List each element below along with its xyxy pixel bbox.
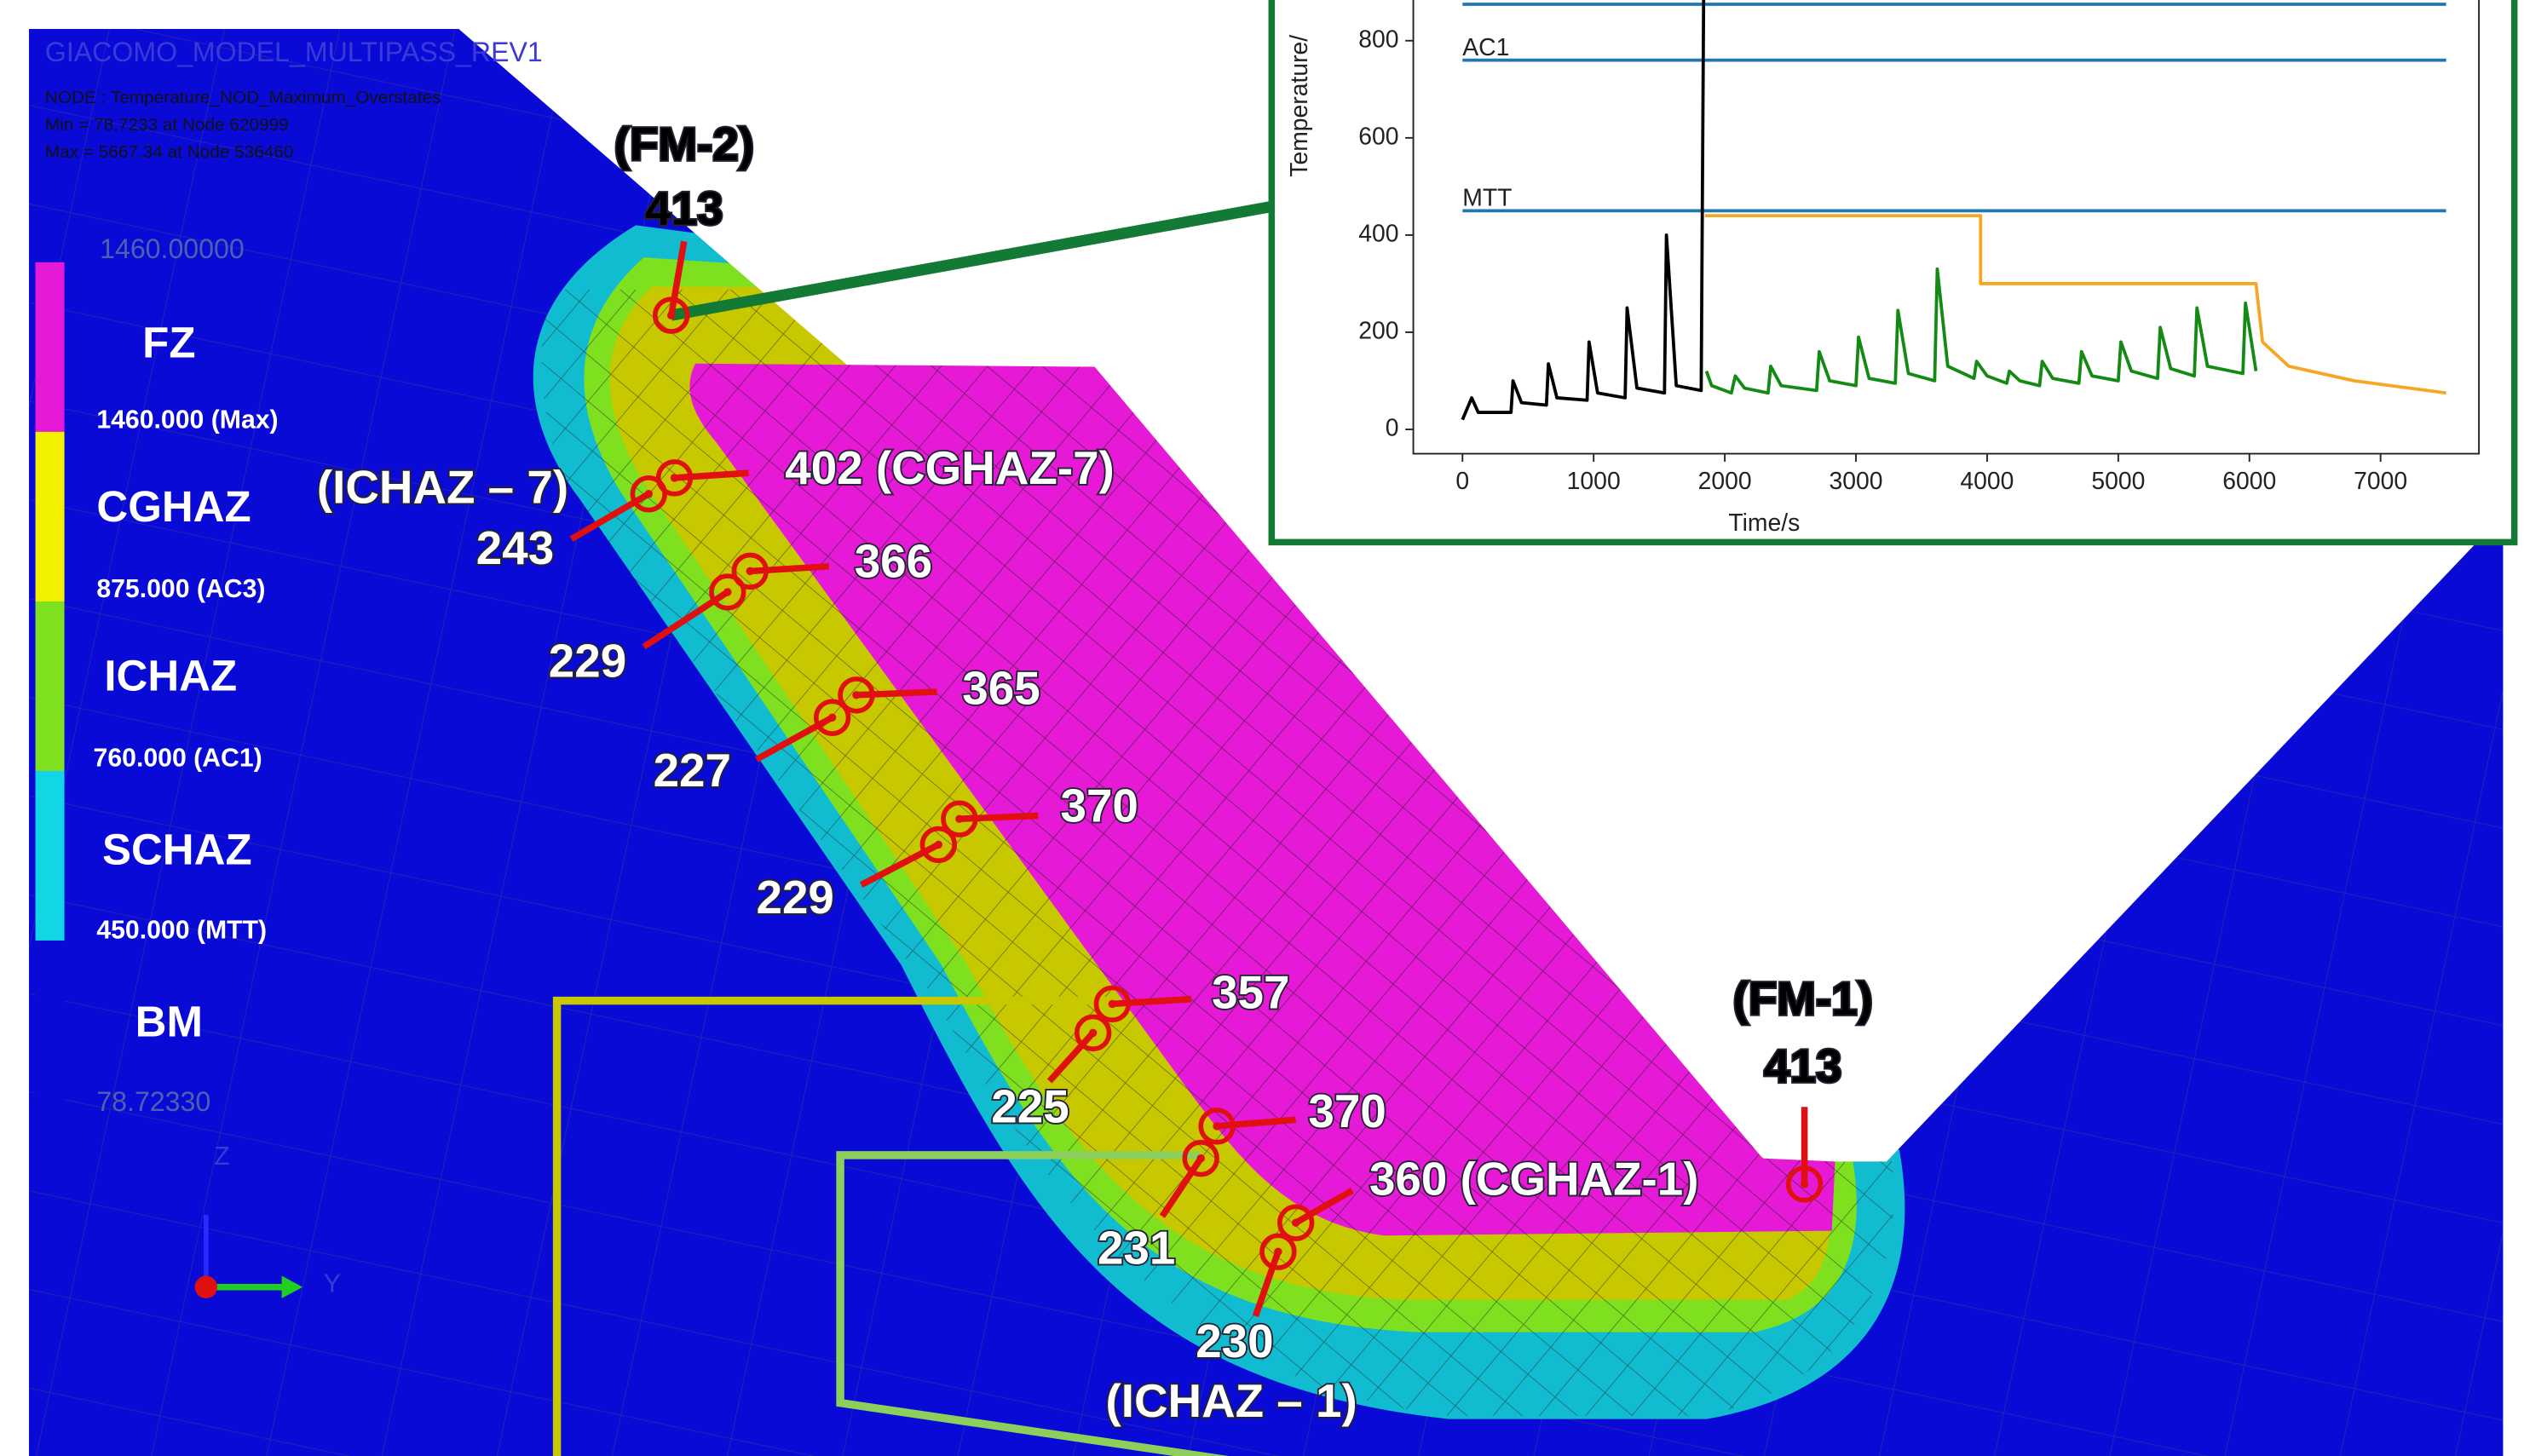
x-tick-label: 0: [1455, 468, 1469, 495]
model-info: Max = 5667.34 at Node 536460: [45, 142, 294, 162]
probe-dot: [1196, 1154, 1204, 1162]
annotation: 231: [1098, 1222, 1175, 1275]
annotation: 243: [476, 521, 554, 574]
legend-swatch: [36, 771, 65, 941]
annotation: 413: [645, 182, 723, 235]
leader-line: [856, 692, 936, 695]
y-tick-label: 200: [1358, 317, 1398, 344]
triad-z-label: Z: [214, 1142, 229, 1171]
threshold-label: AC3: [1462, 0, 1509, 5]
legend-zone: SCHAZ: [102, 825, 252, 873]
annotation: 229: [549, 634, 626, 687]
annotation: 227: [654, 744, 731, 797]
probe-dot: [645, 490, 653, 498]
x-tick-label: 5000: [2091, 468, 2145, 495]
legend-threshold: 1460.000 (Max): [96, 406, 278, 434]
probe-dot: [828, 714, 836, 722]
legend-zone: CGHAZ: [96, 482, 251, 531]
threshold-label: AC1: [1462, 34, 1509, 61]
legend-swatch: [36, 941, 65, 1111]
leader-line: [959, 815, 1039, 819]
annotation: 413: [1764, 1039, 1841, 1092]
legend-max: 1460.00000: [100, 233, 245, 264]
legend-threshold: 760.000 (AC1): [94, 744, 262, 772]
y-tick-label: 800: [1358, 26, 1398, 53]
probe-dot: [935, 841, 942, 849]
annotation: 402 (CGHAZ-7): [785, 441, 1115, 494]
legend-zone: BM: [135, 997, 203, 1045]
legend-zone: FZ: [142, 318, 195, 366]
page: { "header": { "title": "GIACOMO_MODEL_MU…: [0, 0, 2524, 1456]
legend-zone: ICHAZ: [104, 651, 237, 699]
x-tick-label: 4000: [1960, 468, 2014, 495]
triad-origin: [195, 1275, 217, 1298]
annotation: (ICHAZ – 1): [1106, 1374, 1357, 1427]
plot-area: [1414, 0, 2480, 454]
annotation: 230: [1196, 1315, 1273, 1367]
probe-dot: [1089, 1029, 1097, 1037]
threshold-label: MTT: [1462, 185, 1512, 212]
annotation: (FM-1): [1733, 972, 1873, 1025]
annotation: 225: [991, 1079, 1069, 1132]
y-tick-label: 600: [1358, 123, 1398, 150]
x-tick-label: 1000: [1567, 468, 1621, 495]
probe-dot: [852, 691, 860, 699]
figure: GIACOMO_MODEL_MULTIPASS_REV1 NODE : Temp…: [0, 0, 2524, 1456]
y-tick-label: 400: [1358, 220, 1398, 247]
annotation: 370: [1308, 1085, 1386, 1137]
probe-dot: [1801, 1180, 1808, 1188]
y-axis-label: Temperature/: [1286, 35, 1313, 177]
probe-dot: [1109, 1000, 1116, 1008]
probe-dot: [746, 567, 754, 575]
probe-dot: [671, 474, 678, 481]
probe-dot: [1292, 1218, 1299, 1226]
model-info: Min = 78.7233 at Node 620999: [45, 115, 289, 135]
probe-dot: [1274, 1247, 1282, 1255]
legend-swatch: [36, 601, 65, 772]
probe-dot: [723, 588, 731, 596]
x-tick-label: 7000: [2354, 468, 2407, 495]
probe-dot: [955, 814, 963, 822]
legend-threshold: 875.000 (AC3): [96, 575, 265, 603]
annotation: 366: [855, 534, 932, 587]
annotation: (ICHAZ – 7): [317, 460, 568, 513]
legend-min: 78.72330: [96, 1086, 210, 1117]
annotation: 370: [1061, 779, 1138, 832]
annotation: 229: [756, 871, 833, 924]
legend-swatch: [36, 262, 65, 433]
x-tick-label: 6000: [2222, 468, 2276, 495]
probe-dot: [667, 311, 675, 319]
annotation: 360 (CGHAZ-1): [1369, 1152, 1699, 1205]
annotation: (FM-2): [614, 118, 754, 170]
probe-dot: [1213, 1122, 1220, 1130]
legend-threshold: 450.000 (MTT): [96, 916, 267, 944]
annotation: 357: [1212, 965, 1289, 1018]
legend-swatch: [36, 432, 65, 602]
model-info: NODE : Temperature_NOD_Maximum_Overstate…: [45, 88, 441, 107]
x-tick-label: 2000: [1698, 468, 1752, 495]
annotation: 365: [962, 661, 1040, 714]
x-axis-label: Time/s: [1728, 509, 1800, 537]
triad-y-label: Y: [324, 1269, 341, 1298]
x-tick-label: 3000: [1830, 468, 1883, 495]
y-tick-label: 0: [1386, 415, 1399, 442]
model-title: GIACOMO_MODEL_MULTIPASS_REV1: [45, 37, 543, 67]
